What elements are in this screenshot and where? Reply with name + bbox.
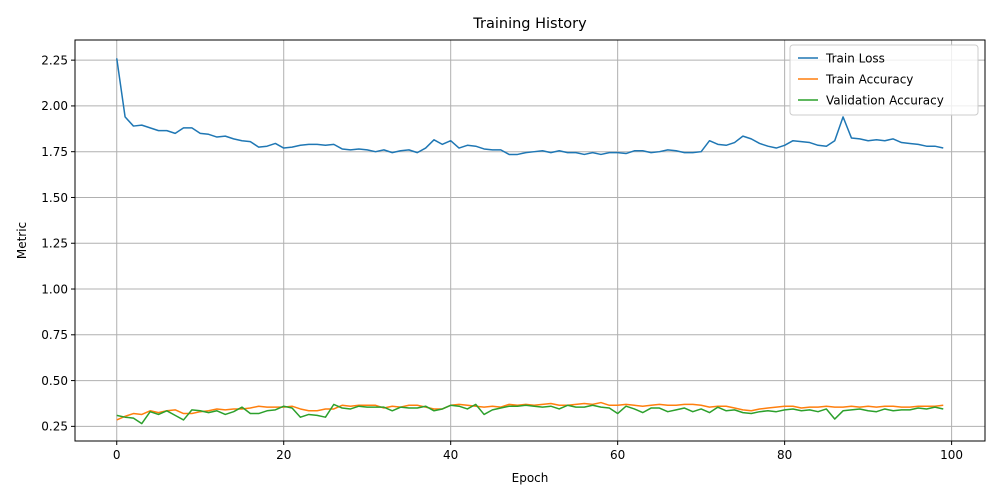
y-tick-label: 0.75 [41, 328, 68, 342]
series-line-train-accuracy [116, 401, 944, 421]
x-tick-label: 20 [276, 448, 291, 462]
legend: Train Loss Train Accuracy Validation Accur… [789, 44, 979, 116]
plot-frame [74, 39, 986, 442]
y-axis-label: Metric [15, 222, 29, 259]
chart-title: Training History [472, 16, 587, 32]
y-tick-label: 0.50 [41, 374, 68, 388]
y-tick-label: 0.25 [41, 420, 68, 434]
y-tick-label: 2.25 [41, 53, 68, 67]
x-tick-label: 40 [443, 448, 458, 462]
series-line-validation-accuracy [116, 403, 944, 425]
y-tick-label: 1.75 [41, 145, 68, 159]
series-lines [115, 58, 944, 425]
x-tick-label: 100 [940, 448, 963, 462]
y-tick-label: 2.00 [41, 99, 68, 113]
legend-label: Train Accuracy [825, 72, 913, 86]
x-axis-label: Epoch [512, 471, 549, 485]
legend-box [789, 44, 979, 116]
y-tick-label: 1.00 [41, 282, 68, 296]
grid [75, 40, 985, 441]
axis-ticks: 0 20 40 60 80 100 0.25 0.50 0.75 1.00 1.25 1.50 1.75… [41, 53, 963, 462]
x-tick-label: 80 [777, 448, 792, 462]
y-tick-label: 1.25 [41, 237, 68, 251]
y-tick-label: 1.50 [41, 191, 68, 205]
x-tick-label: 0 [113, 448, 121, 462]
legend-label: Train Loss [825, 51, 885, 65]
series-line-train-loss [115, 58, 944, 156]
legend-label: Validation Accuracy [826, 93, 944, 107]
x-tick-label: 60 [610, 448, 625, 462]
